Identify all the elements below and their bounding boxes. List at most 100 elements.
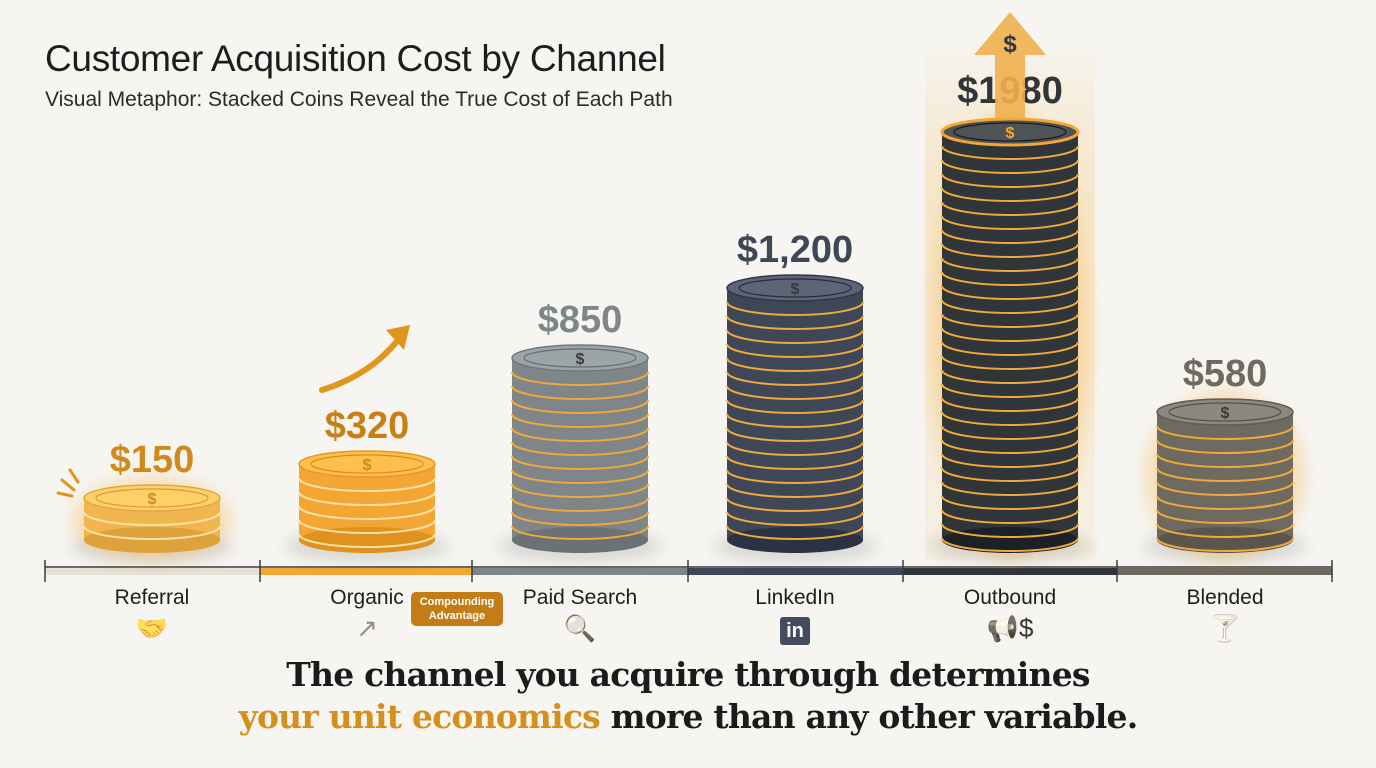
coin-edge bbox=[941, 453, 1079, 468]
coin-edge bbox=[511, 455, 649, 470]
coin-edge bbox=[511, 497, 649, 512]
coin-edge bbox=[941, 285, 1079, 300]
coin-edge bbox=[941, 201, 1079, 216]
takeaway-line-2: more than any other variable. bbox=[599, 697, 1139, 736]
megaphone-dollar-icon: 📢$ bbox=[986, 613, 1034, 643]
coin-stack-organic: $ bbox=[285, 450, 449, 562]
coin-edge bbox=[1156, 537, 1294, 552]
coin-edge bbox=[298, 533, 436, 548]
coin-stack-referral: $ bbox=[70, 477, 234, 562]
coin-edge bbox=[1156, 495, 1294, 510]
coin-edge bbox=[941, 397, 1079, 412]
coin-edge bbox=[941, 271, 1079, 286]
compounding-advantage-badge: Compounding Advantage bbox=[411, 592, 503, 626]
coin-edge bbox=[511, 413, 649, 428]
axis-segment bbox=[903, 568, 1117, 575]
value-label: $850 bbox=[538, 299, 623, 341]
coin-edge bbox=[726, 315, 864, 330]
category-label: Outbound bbox=[963, 586, 1057, 609]
coin-edge bbox=[726, 511, 864, 526]
coin-top bbox=[298, 450, 436, 478]
coin-edge bbox=[941, 215, 1079, 230]
coin-edge bbox=[726, 469, 864, 484]
coin-edge bbox=[511, 371, 649, 386]
coin-edge bbox=[511, 483, 649, 498]
coin-edge bbox=[941, 355, 1079, 370]
coin-edge bbox=[726, 385, 864, 400]
coin-edge bbox=[298, 477, 436, 492]
coin-edge bbox=[941, 369, 1079, 384]
coin-edge bbox=[941, 173, 1079, 188]
value-label: $150 bbox=[110, 439, 195, 481]
chart-subtitle: Visual Metaphor: Stacked Coins Reveal th… bbox=[45, 88, 673, 111]
coin-edge bbox=[511, 441, 649, 456]
coin-edge bbox=[941, 411, 1079, 426]
coin-edge bbox=[941, 537, 1079, 552]
coin-edge bbox=[941, 313, 1079, 328]
coin-stack-blended: $ bbox=[1143, 391, 1307, 562]
coin-top bbox=[511, 344, 649, 372]
dollar-icon: $ bbox=[1006, 125, 1015, 142]
spark-icon bbox=[56, 491, 74, 498]
coin-edge bbox=[1156, 481, 1294, 496]
coin-edge bbox=[726, 525, 864, 540]
handshake-icon: 🤝 bbox=[135, 613, 169, 643]
coin-edge bbox=[726, 343, 864, 358]
coin-edge bbox=[941, 509, 1079, 524]
coin-edge bbox=[511, 427, 649, 442]
coin-edge bbox=[511, 469, 649, 484]
coin-edge bbox=[298, 491, 436, 506]
category-label: LinkedIn bbox=[755, 586, 835, 609]
axis-segment bbox=[45, 568, 260, 575]
coin-edge bbox=[941, 299, 1079, 314]
category-label: Referral bbox=[114, 586, 190, 609]
takeaway-highlight: your unit economics bbox=[238, 697, 601, 736]
coin-edge bbox=[941, 145, 1079, 160]
coin-edge bbox=[726, 399, 864, 414]
coin-edge bbox=[511, 399, 649, 414]
value-label: $580 bbox=[1183, 353, 1268, 395]
cocktail-icon: 🍸 bbox=[1208, 613, 1242, 643]
coin-edge bbox=[941, 229, 1079, 244]
coin-edge bbox=[83, 511, 221, 526]
dollar-icon: $ bbox=[148, 491, 157, 508]
coin-edge bbox=[726, 357, 864, 372]
coin-edge bbox=[726, 497, 864, 512]
coin-edge bbox=[726, 427, 864, 442]
badge-line-2: Advantage bbox=[428, 610, 486, 622]
axis-segment bbox=[1117, 568, 1332, 575]
axis-segment bbox=[472, 568, 688, 575]
dollar-icon: $ bbox=[791, 281, 800, 298]
coin-edge bbox=[1156, 439, 1294, 454]
spark-icon bbox=[60, 478, 76, 492]
coin-top bbox=[83, 484, 221, 512]
arrow-dollar-icon: $ bbox=[1003, 31, 1017, 58]
value-label: $320 bbox=[325, 405, 410, 447]
coin-edge bbox=[511, 525, 649, 540]
coin-edge bbox=[726, 413, 864, 428]
coin-edge bbox=[941, 523, 1079, 538]
coin-stack-outbound: $ bbox=[928, 111, 1092, 562]
category-label: Organic bbox=[330, 586, 404, 609]
coin-edge bbox=[83, 525, 221, 540]
coin-edge bbox=[941, 341, 1079, 356]
coin-edge bbox=[726, 329, 864, 344]
coin-edge bbox=[941, 327, 1079, 342]
value-label: $1,200 bbox=[737, 229, 853, 271]
dollar-icon: $ bbox=[1221, 405, 1230, 422]
coin-edge bbox=[726, 455, 864, 470]
coin-edge bbox=[726, 371, 864, 386]
dollar-search-icon: 🔍 bbox=[563, 613, 597, 643]
coin-edge bbox=[1156, 509, 1294, 524]
coin-edge bbox=[941, 439, 1079, 454]
coin-edge bbox=[726, 301, 864, 316]
badge-line-1: Compounding bbox=[419, 596, 495, 608]
coin-edge bbox=[941, 495, 1079, 510]
coin-edge bbox=[726, 441, 864, 456]
category-label: Blended bbox=[1186, 586, 1264, 609]
takeaway-line-1: The channel you acquire through determin… bbox=[286, 655, 1090, 694]
coin-edge bbox=[1156, 467, 1294, 482]
coin-edge bbox=[941, 467, 1079, 482]
spark-icon bbox=[68, 468, 80, 484]
coin-edge bbox=[726, 483, 864, 498]
